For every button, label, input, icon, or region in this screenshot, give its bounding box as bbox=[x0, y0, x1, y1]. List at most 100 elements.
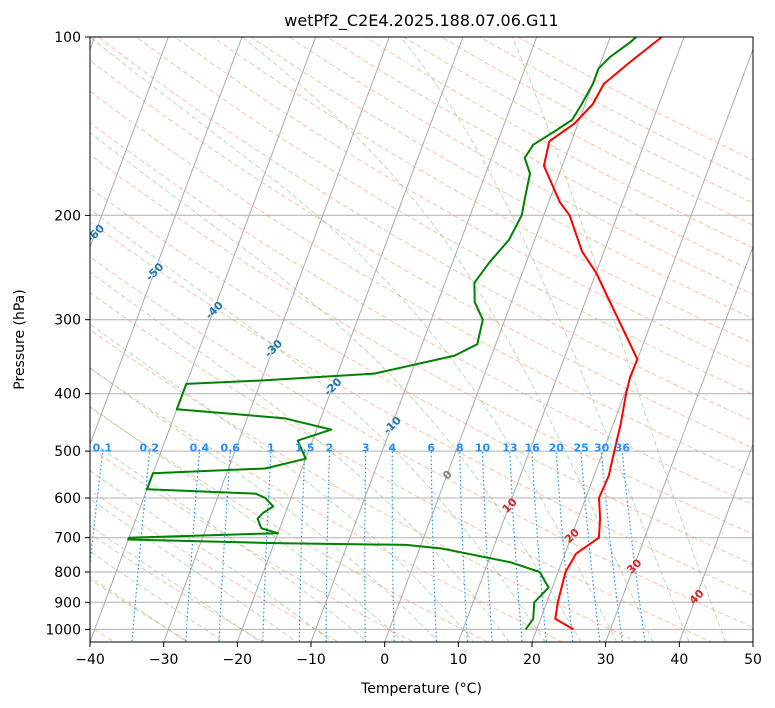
y-tick-label: 200 bbox=[54, 208, 81, 224]
isotherm-line bbox=[90, 37, 169, 249]
moist-adiabat-line bbox=[90, 575, 189, 642]
mixing-ratio-lines bbox=[90, 451, 646, 642]
x-tick-label: −30 bbox=[149, 652, 179, 668]
isotherm-line bbox=[531, 48, 753, 642]
moist-adiabat-line bbox=[90, 271, 510, 642]
mixing-ratio-label: 0.2 bbox=[140, 442, 160, 455]
mixing-ratio-label: 6 bbox=[427, 442, 435, 455]
moist-adiabat-line bbox=[90, 323, 475, 642]
y-tick-label: 900 bbox=[54, 595, 81, 611]
mixing-ratio-label: 3 bbox=[362, 442, 370, 455]
dry-adiabat-line bbox=[90, 221, 753, 596]
dry-adiabat-line bbox=[90, 121, 753, 506]
mixing-ratio-label: 20 bbox=[549, 442, 565, 455]
x-tick-label: 30 bbox=[597, 652, 615, 668]
mixing-ratio-label: 13 bbox=[502, 442, 517, 455]
mixing-ratio-label: 0.1 bbox=[93, 442, 113, 455]
mixing-ratio-line bbox=[430, 451, 438, 642]
mixing-ratio-line bbox=[621, 451, 646, 642]
x-tick-label: 10 bbox=[449, 652, 467, 668]
y-tick-label: 500 bbox=[54, 444, 81, 460]
moist-adiabat-line bbox=[90, 470, 333, 642]
mixing-ratio-label: 25 bbox=[573, 442, 588, 455]
sounding-profiles bbox=[127, 37, 663, 631]
sounding-line bbox=[542, 37, 663, 631]
dry-adiabat-line bbox=[173, 37, 753, 370]
mixing-ratio-label: 16 bbox=[524, 442, 540, 455]
isotherm-line bbox=[384, 37, 611, 642]
y-tick-label: 700 bbox=[54, 531, 81, 547]
dry-adiabat-line bbox=[211, 37, 753, 345]
mixing-ratio-line bbox=[481, 451, 493, 642]
x-tick-label: 40 bbox=[670, 652, 688, 668]
mixing-ratio-line bbox=[459, 451, 469, 642]
mixing-ratio-line bbox=[298, 451, 306, 642]
dry-adiabat-line bbox=[90, 578, 190, 642]
isotherm-line bbox=[605, 245, 753, 642]
dry-adiabat-line bbox=[90, 292, 713, 642]
y-tick-label: 600 bbox=[54, 491, 81, 507]
y-axis-label: Pressure (hPa) bbox=[12, 289, 28, 389]
mixing-ratio-label: 10 bbox=[475, 442, 491, 455]
moist-adiabat-line bbox=[90, 525, 262, 642]
plot-frame bbox=[89, 36, 754, 643]
mixing-ratio-line bbox=[555, 451, 574, 642]
mixing-ratio-label: 8 bbox=[456, 442, 464, 455]
dry-adiabat-line bbox=[135, 37, 753, 396]
x-tick-label: −20 bbox=[223, 652, 253, 668]
dry-adiabat-line bbox=[90, 154, 753, 535]
isotherm-line bbox=[457, 37, 685, 642]
dry-adiabat-line bbox=[90, 187, 753, 565]
chart-title: wetPf2_C2E4.2025.188.07.06.G11 bbox=[284, 11, 558, 31]
dry-adiabat-line bbox=[90, 59, 753, 449]
mixing-ratio-label: 0.4 bbox=[190, 442, 210, 455]
mixing-ratio-label: 1 bbox=[267, 442, 275, 455]
moist-adiabat-line bbox=[90, 208, 546, 642]
mixing-ratio-line bbox=[325, 451, 331, 642]
sounding-line bbox=[127, 37, 637, 630]
y-tick-label: 300 bbox=[54, 313, 81, 329]
moist-adiabat-line bbox=[90, 439, 369, 642]
y-tick-label: 100 bbox=[54, 30, 81, 46]
y-tick-label: 400 bbox=[54, 387, 81, 403]
mixing-ratio-line bbox=[262, 451, 272, 642]
pressure-gridlines bbox=[90, 37, 753, 630]
moist-adiabat-line bbox=[90, 405, 404, 642]
isotherm-line bbox=[678, 443, 753, 642]
isotherm-line bbox=[90, 37, 317, 642]
isotherm-line bbox=[310, 37, 538, 642]
mixing-ratio-line bbox=[580, 451, 601, 642]
mixing-ratio-line bbox=[131, 451, 151, 642]
moist-adiabat-line bbox=[90, 550, 225, 642]
dry-adiabat-line bbox=[90, 367, 564, 642]
isotherm-line bbox=[236, 37, 464, 642]
x-axis-label: Temperature (°C) bbox=[360, 681, 482, 697]
dry-adiabat-line bbox=[90, 329, 639, 642]
isotherm-line bbox=[90, 37, 243, 446]
y-tick-label: 1000 bbox=[45, 622, 81, 638]
x-tick-label: −10 bbox=[296, 652, 326, 668]
dry-adiabat-line bbox=[288, 37, 753, 296]
dry-adiabat-line bbox=[90, 447, 414, 642]
mixing-ratio-label: 30 bbox=[594, 442, 610, 455]
mixing-ratio-line bbox=[600, 451, 624, 642]
x-tick-label: 50 bbox=[744, 652, 762, 668]
axis-ticks: −40 −30 −20 −10 0 10 20 30 40 5010020030040050060… bbox=[45, 30, 762, 668]
mixing-ratio-line bbox=[391, 451, 395, 642]
mixing-ratio-label: 4 bbox=[388, 442, 396, 455]
moist-adiabat-line bbox=[90, 132, 582, 642]
x-tick-label: 0 bbox=[380, 652, 389, 668]
mixing-ratio-line bbox=[218, 451, 231, 642]
mixing-ratio-label: 36 bbox=[615, 442, 631, 455]
mixing-ratio-label: 2 bbox=[326, 442, 334, 455]
x-tick-label: −40 bbox=[75, 652, 105, 668]
y-tick-label: 800 bbox=[54, 565, 81, 581]
dry-adiabat-line bbox=[97, 37, 753, 422]
x-tick-label: 20 bbox=[523, 652, 541, 668]
mixing-ratio-label: 0.6 bbox=[220, 442, 240, 455]
dry-adiabat-line bbox=[90, 533, 265, 642]
dry-adiabat-line bbox=[90, 256, 753, 628]
mixing-ratio-line bbox=[531, 451, 547, 642]
moist-adiabat-line bbox=[90, 498, 298, 642]
